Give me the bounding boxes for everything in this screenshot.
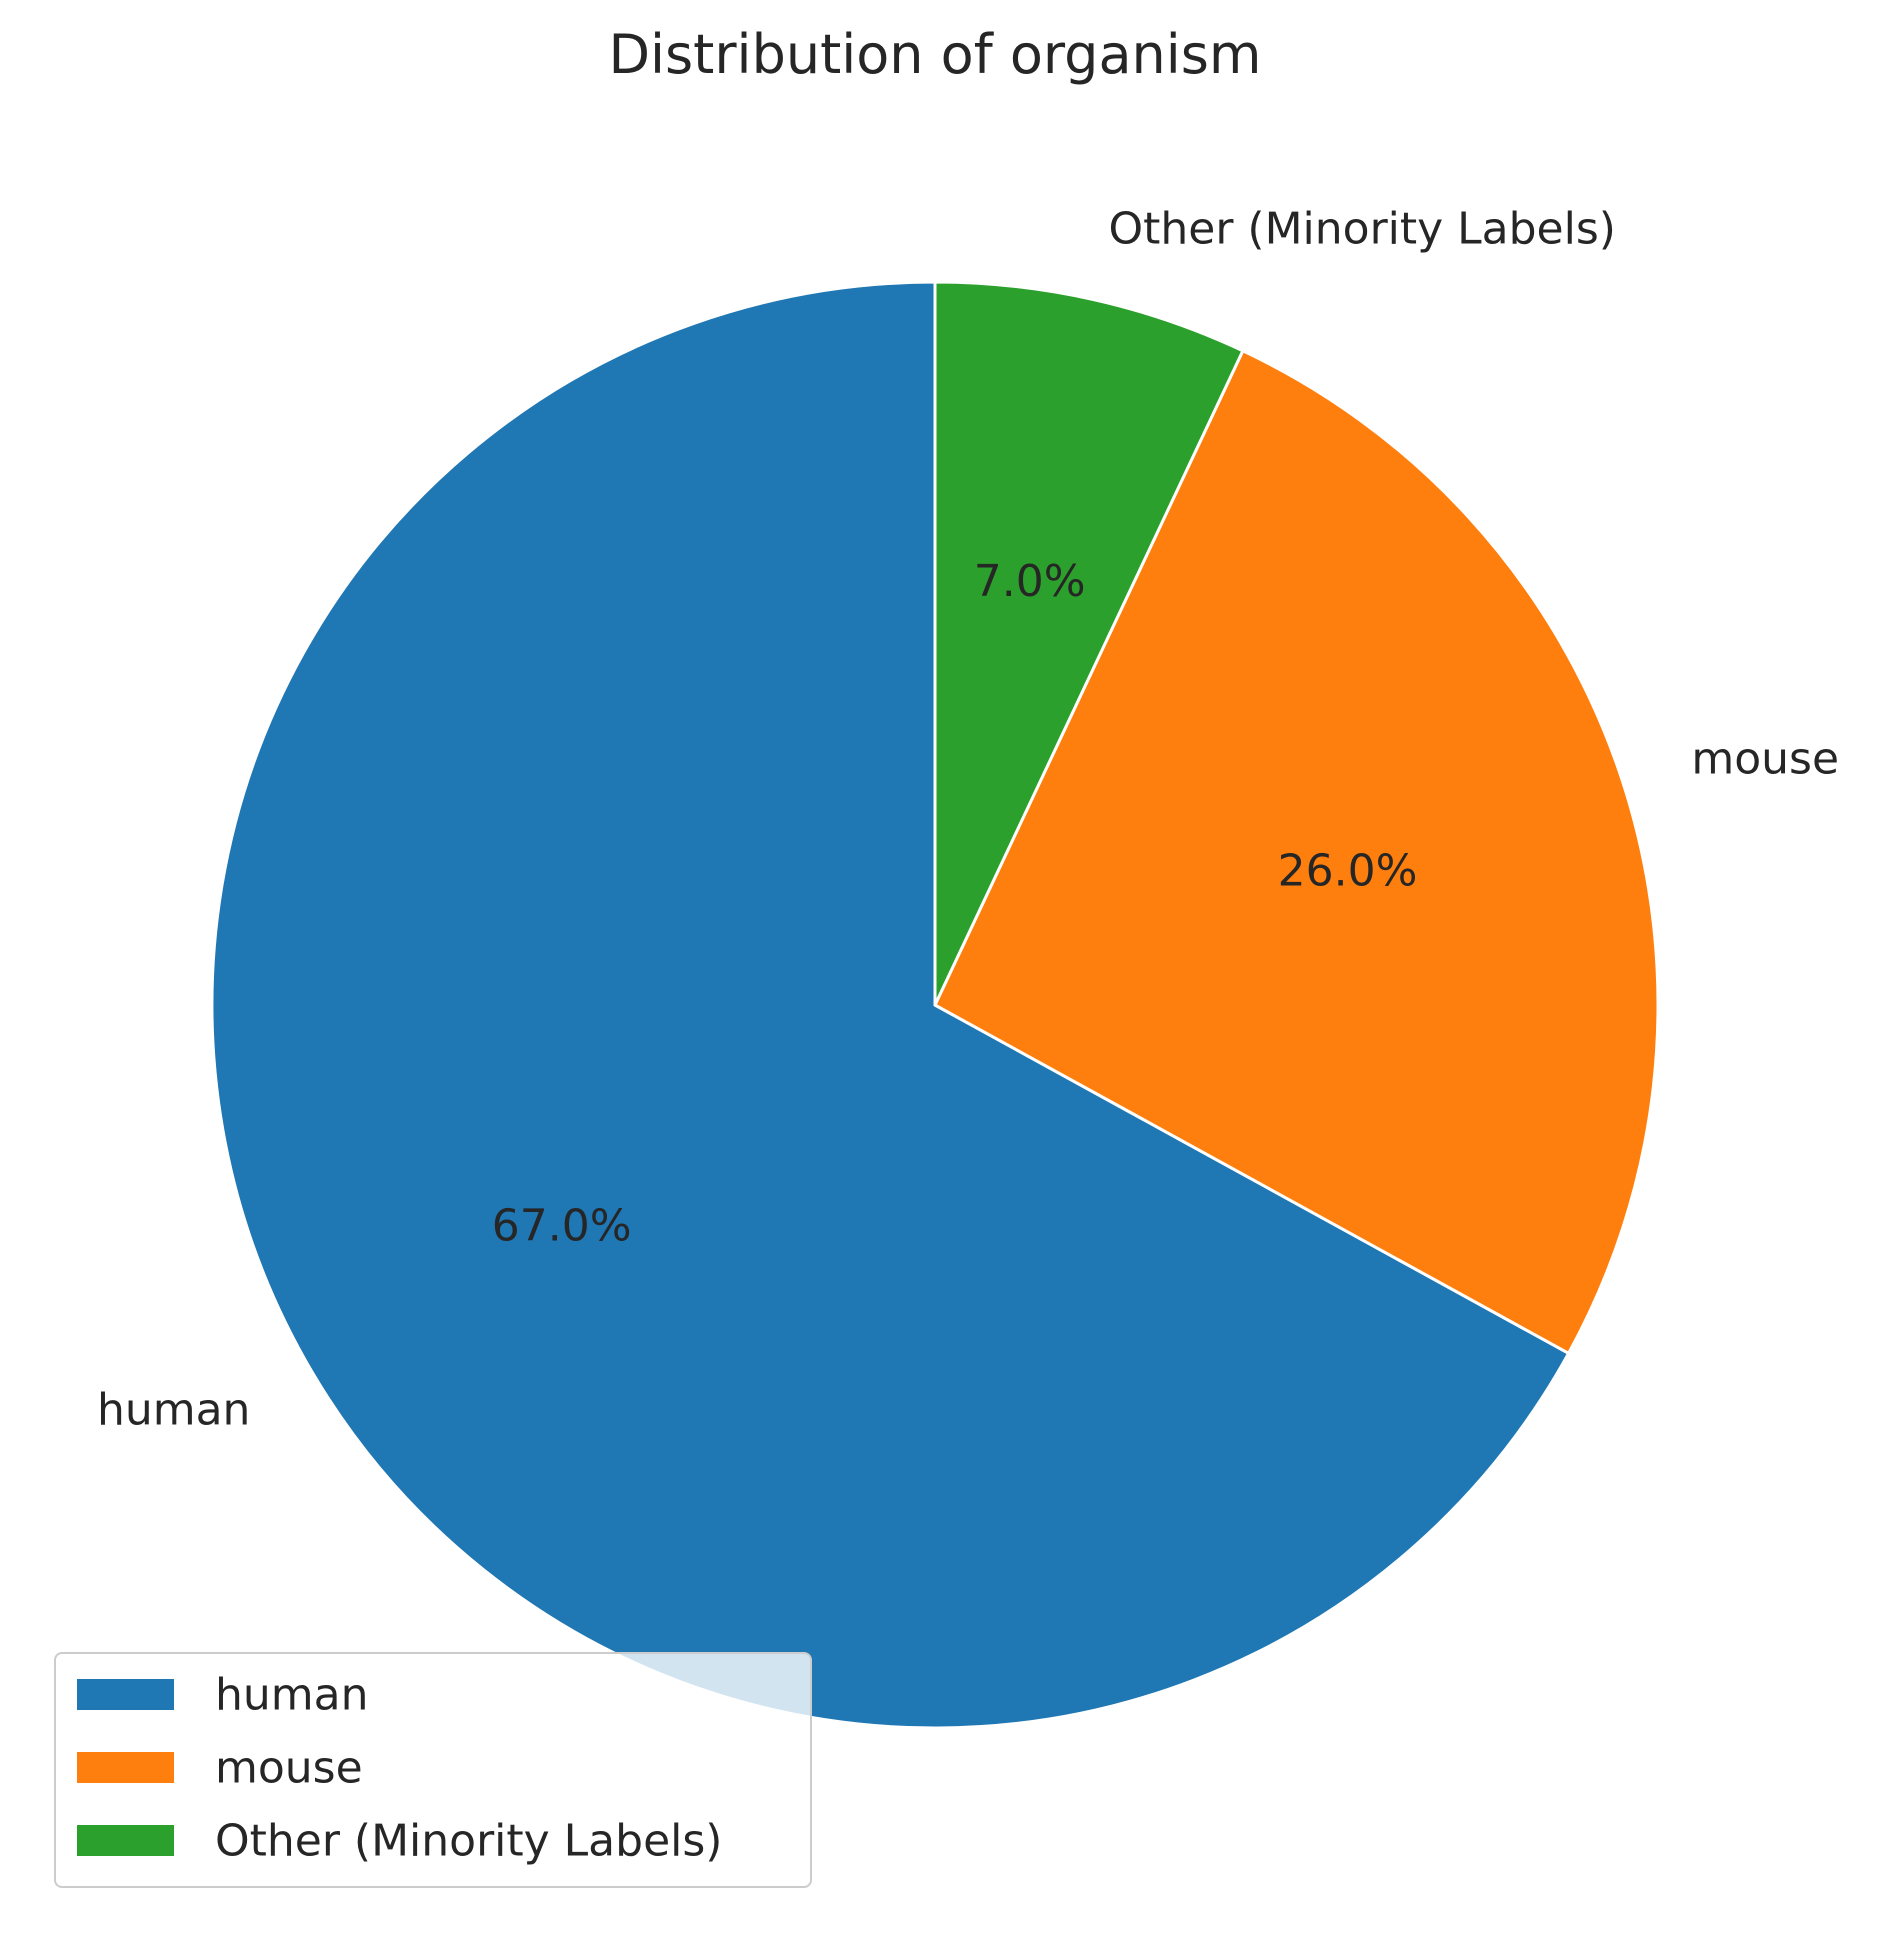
legend-label-human: human (215, 1670, 368, 1721)
slice-category-label-mouse: mouse (1691, 734, 1839, 785)
legend-frame (54, 1652, 812, 1888)
pie-slice-mouse (933, 349, 1660, 1355)
slice-percent-label-other-minority-labels: 7.0% (974, 556, 1086, 607)
legend-swatch-human (77, 1679, 174, 1710)
legend-swatch-mouse (77, 1752, 174, 1783)
slice-percent-label-human: 67.0% (492, 1200, 632, 1251)
slice-category-label-human: human (97, 1384, 250, 1435)
legend: human mouse Other (Minority Labels) (54, 1652, 812, 1888)
pie-slice-human (210, 280, 1571, 1730)
pie-slices (210, 280, 1660, 1730)
legend-swatch-other-minority-labels (77, 1825, 174, 1856)
legend-label-mouse: mouse (215, 1743, 363, 1794)
pie-slice-other-minority-labels (933, 280, 1245, 1007)
slice-percent-label-mouse: 26.0% (1278, 845, 1418, 896)
legend-label-other-minority-labels: Other (Minority Labels) (215, 1816, 722, 1867)
slice-category-label-other-minority-labels: Other (Minority Labels) (1108, 203, 1615, 254)
pie-labels: 67.0% human 26.0% mouse 7.0% Other (Minority … (97, 203, 1839, 1435)
chart-title: Distribution of organism (608, 23, 1261, 86)
